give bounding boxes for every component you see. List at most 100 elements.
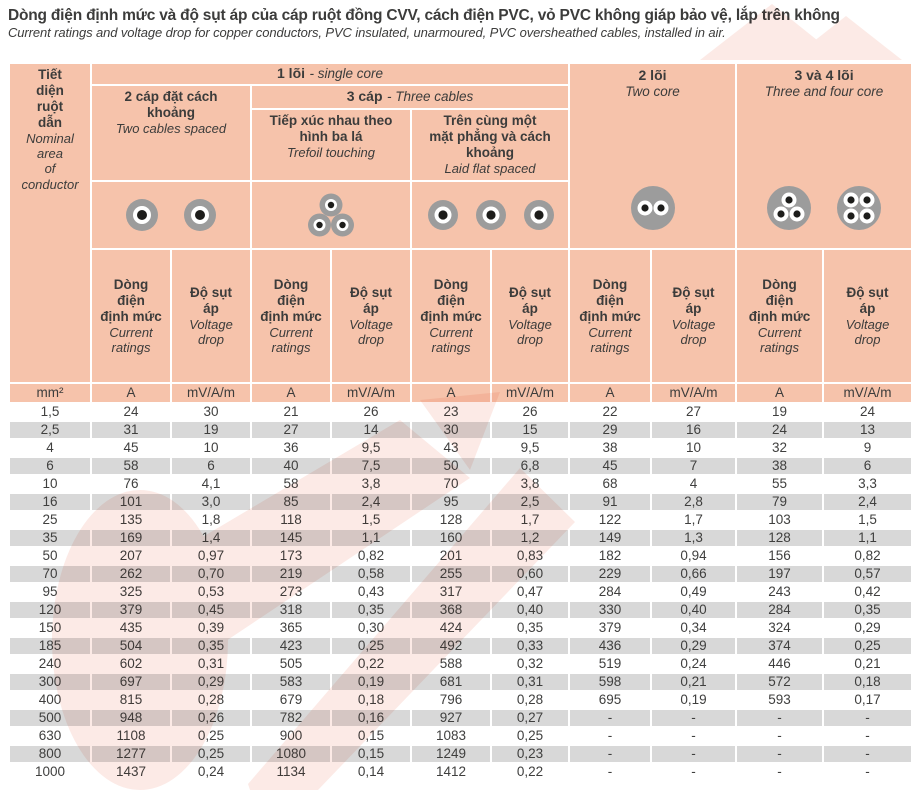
value-cell: 1,7 xyxy=(492,512,569,528)
subheader-vdrop-en: Voltage drop xyxy=(845,316,890,347)
table-row: 6 58 6 40 7,5 50 6,8 45 7 38 6 xyxy=(10,458,912,474)
value-cell: 0,66 xyxy=(652,566,736,582)
value-cell: 2,8 xyxy=(652,494,736,510)
size-cell: 400 xyxy=(10,692,90,708)
value-cell: 24 xyxy=(824,404,912,420)
value-cell: 95 xyxy=(412,494,490,510)
value-cell: 446 xyxy=(737,656,823,672)
subheader-vdrop-vi: Độ sụt áp xyxy=(672,284,715,316)
value-cell: - xyxy=(652,746,736,762)
subheader-current-en: Current ratings xyxy=(109,324,153,355)
value-cell: 0,25 xyxy=(824,638,912,654)
size-cell: 16 xyxy=(10,494,90,510)
trefoil-touching-icon xyxy=(252,182,410,248)
size-cell: 500 xyxy=(10,710,90,726)
value-cell: 0,25 xyxy=(172,728,250,744)
value-cell: 504 xyxy=(92,638,170,654)
value-cell: 1080 xyxy=(252,746,330,762)
value-cell: 160 xyxy=(412,530,490,546)
value-cell: 1412 xyxy=(412,764,490,780)
subheader-vdrop-en: Voltage drop xyxy=(508,316,552,347)
table-row: 185 504 0,35 423 0,25 492 0,33 436 0,29 374 0,25 xyxy=(10,638,912,654)
value-cell: 330 xyxy=(570,602,651,618)
subheader-current-en: Current ratings xyxy=(588,324,632,355)
value-cell: 0,18 xyxy=(824,674,912,690)
value-cell: 379 xyxy=(92,602,170,618)
subheader-current-en: Current ratings xyxy=(757,324,802,355)
group-header-two-core-en: Two core xyxy=(625,83,680,99)
value-cell: 145 xyxy=(252,530,330,546)
value-cell: 0,60 xyxy=(492,566,569,582)
value-cell: 588 xyxy=(412,656,490,672)
group-header-trefoil: Tiếp xúc nhau theo hình ba lá Trefoil to… xyxy=(252,110,410,180)
value-cell: 492 xyxy=(412,638,490,654)
value-cell: 681 xyxy=(412,674,490,690)
size-cell: 2,5 xyxy=(10,422,90,438)
value-cell: 0,31 xyxy=(492,674,569,690)
value-cell: 0,97 xyxy=(172,548,250,564)
value-cell: 4 xyxy=(652,476,736,492)
value-cell: 927 xyxy=(412,710,490,726)
value-cell: 21 xyxy=(252,404,330,420)
subheader-vdrop: Độ sụt áp Voltage drop xyxy=(172,250,250,382)
value-cell: 118 xyxy=(252,512,330,528)
value-cell: 0,17 xyxy=(824,692,912,708)
group-header-three-four-core-vi: 3 và 4 lõi xyxy=(794,67,854,83)
table-row: 120 379 0,45 318 0,35 368 0,40 330 0,40 284 0,35 xyxy=(10,602,912,618)
value-cell: 0,43 xyxy=(332,584,410,600)
value-cell: 1,3 xyxy=(652,530,736,546)
value-cell: 128 xyxy=(737,530,823,546)
size-cell: 35 xyxy=(10,530,90,546)
unit-current: A xyxy=(412,384,490,402)
value-cell: 379 xyxy=(570,620,651,636)
value-cell: 0,22 xyxy=(492,764,569,780)
unit-vdrop: mV/A/m xyxy=(332,384,410,402)
unit-vdrop: mV/A/m xyxy=(172,384,250,402)
value-cell: 70 xyxy=(412,476,490,492)
value-cell: 0,53 xyxy=(172,584,250,600)
value-cell: 31 xyxy=(92,422,170,438)
value-cell: 0,35 xyxy=(492,620,569,636)
value-cell: 2,5 xyxy=(492,494,569,510)
value-cell: 948 xyxy=(92,710,170,726)
value-cell: 0,21 xyxy=(652,674,736,690)
value-cell: 435 xyxy=(92,620,170,636)
value-cell: 243 xyxy=(737,584,823,600)
value-cell: 365 xyxy=(252,620,330,636)
value-cell: 9,5 xyxy=(492,440,569,456)
value-cell: 0,24 xyxy=(652,656,736,672)
subheader-vdrop-vi: Độ sụt áp xyxy=(190,284,232,316)
value-cell: 24 xyxy=(737,422,823,438)
value-cell: 0,14 xyxy=(332,764,410,780)
value-cell: 0,25 xyxy=(492,728,569,744)
size-cell: 10 xyxy=(10,476,90,492)
value-cell: 317 xyxy=(412,584,490,600)
value-cell: 519 xyxy=(570,656,651,672)
subheader-current-en: Current ratings xyxy=(429,324,473,355)
value-cell: 76 xyxy=(92,476,170,492)
value-cell: 58 xyxy=(92,458,170,474)
value-cell: 598 xyxy=(570,674,651,690)
value-cell: 697 xyxy=(92,674,170,690)
value-cell: 0,45 xyxy=(172,602,250,618)
group-header-two-spaced: 2 cáp đặt cách khoảng Two cables spaced xyxy=(92,86,250,180)
value-cell: 1277 xyxy=(92,746,170,762)
value-cell: 0,19 xyxy=(652,692,736,708)
group-header-two-core: 2 lõi Two core xyxy=(570,64,736,248)
value-cell: 284 xyxy=(737,602,823,618)
table-row: 300 697 0,29 583 0,19 681 0,31 598 0,21 572 0,18 xyxy=(10,674,912,690)
value-cell: 219 xyxy=(252,566,330,582)
subheader-current-vi: Dòng điện định mức xyxy=(579,276,641,324)
value-cell: 91 xyxy=(570,494,651,510)
value-cell: 4,1 xyxy=(172,476,250,492)
value-cell: 3,0 xyxy=(172,494,250,510)
table-row: 400 815 0,28 679 0,18 796 0,28 695 0,19 593 0,17 xyxy=(10,692,912,708)
value-cell: 79 xyxy=(737,494,823,510)
value-cell: 7 xyxy=(652,458,736,474)
value-cell: 3,8 xyxy=(332,476,410,492)
table-row: 150 435 0,39 365 0,30 424 0,35 379 0,34 324 0,29 xyxy=(10,620,912,636)
value-cell: 85 xyxy=(252,494,330,510)
value-cell: 149 xyxy=(570,530,651,546)
value-cell: 30 xyxy=(172,404,250,420)
value-cell: 16 xyxy=(652,422,736,438)
